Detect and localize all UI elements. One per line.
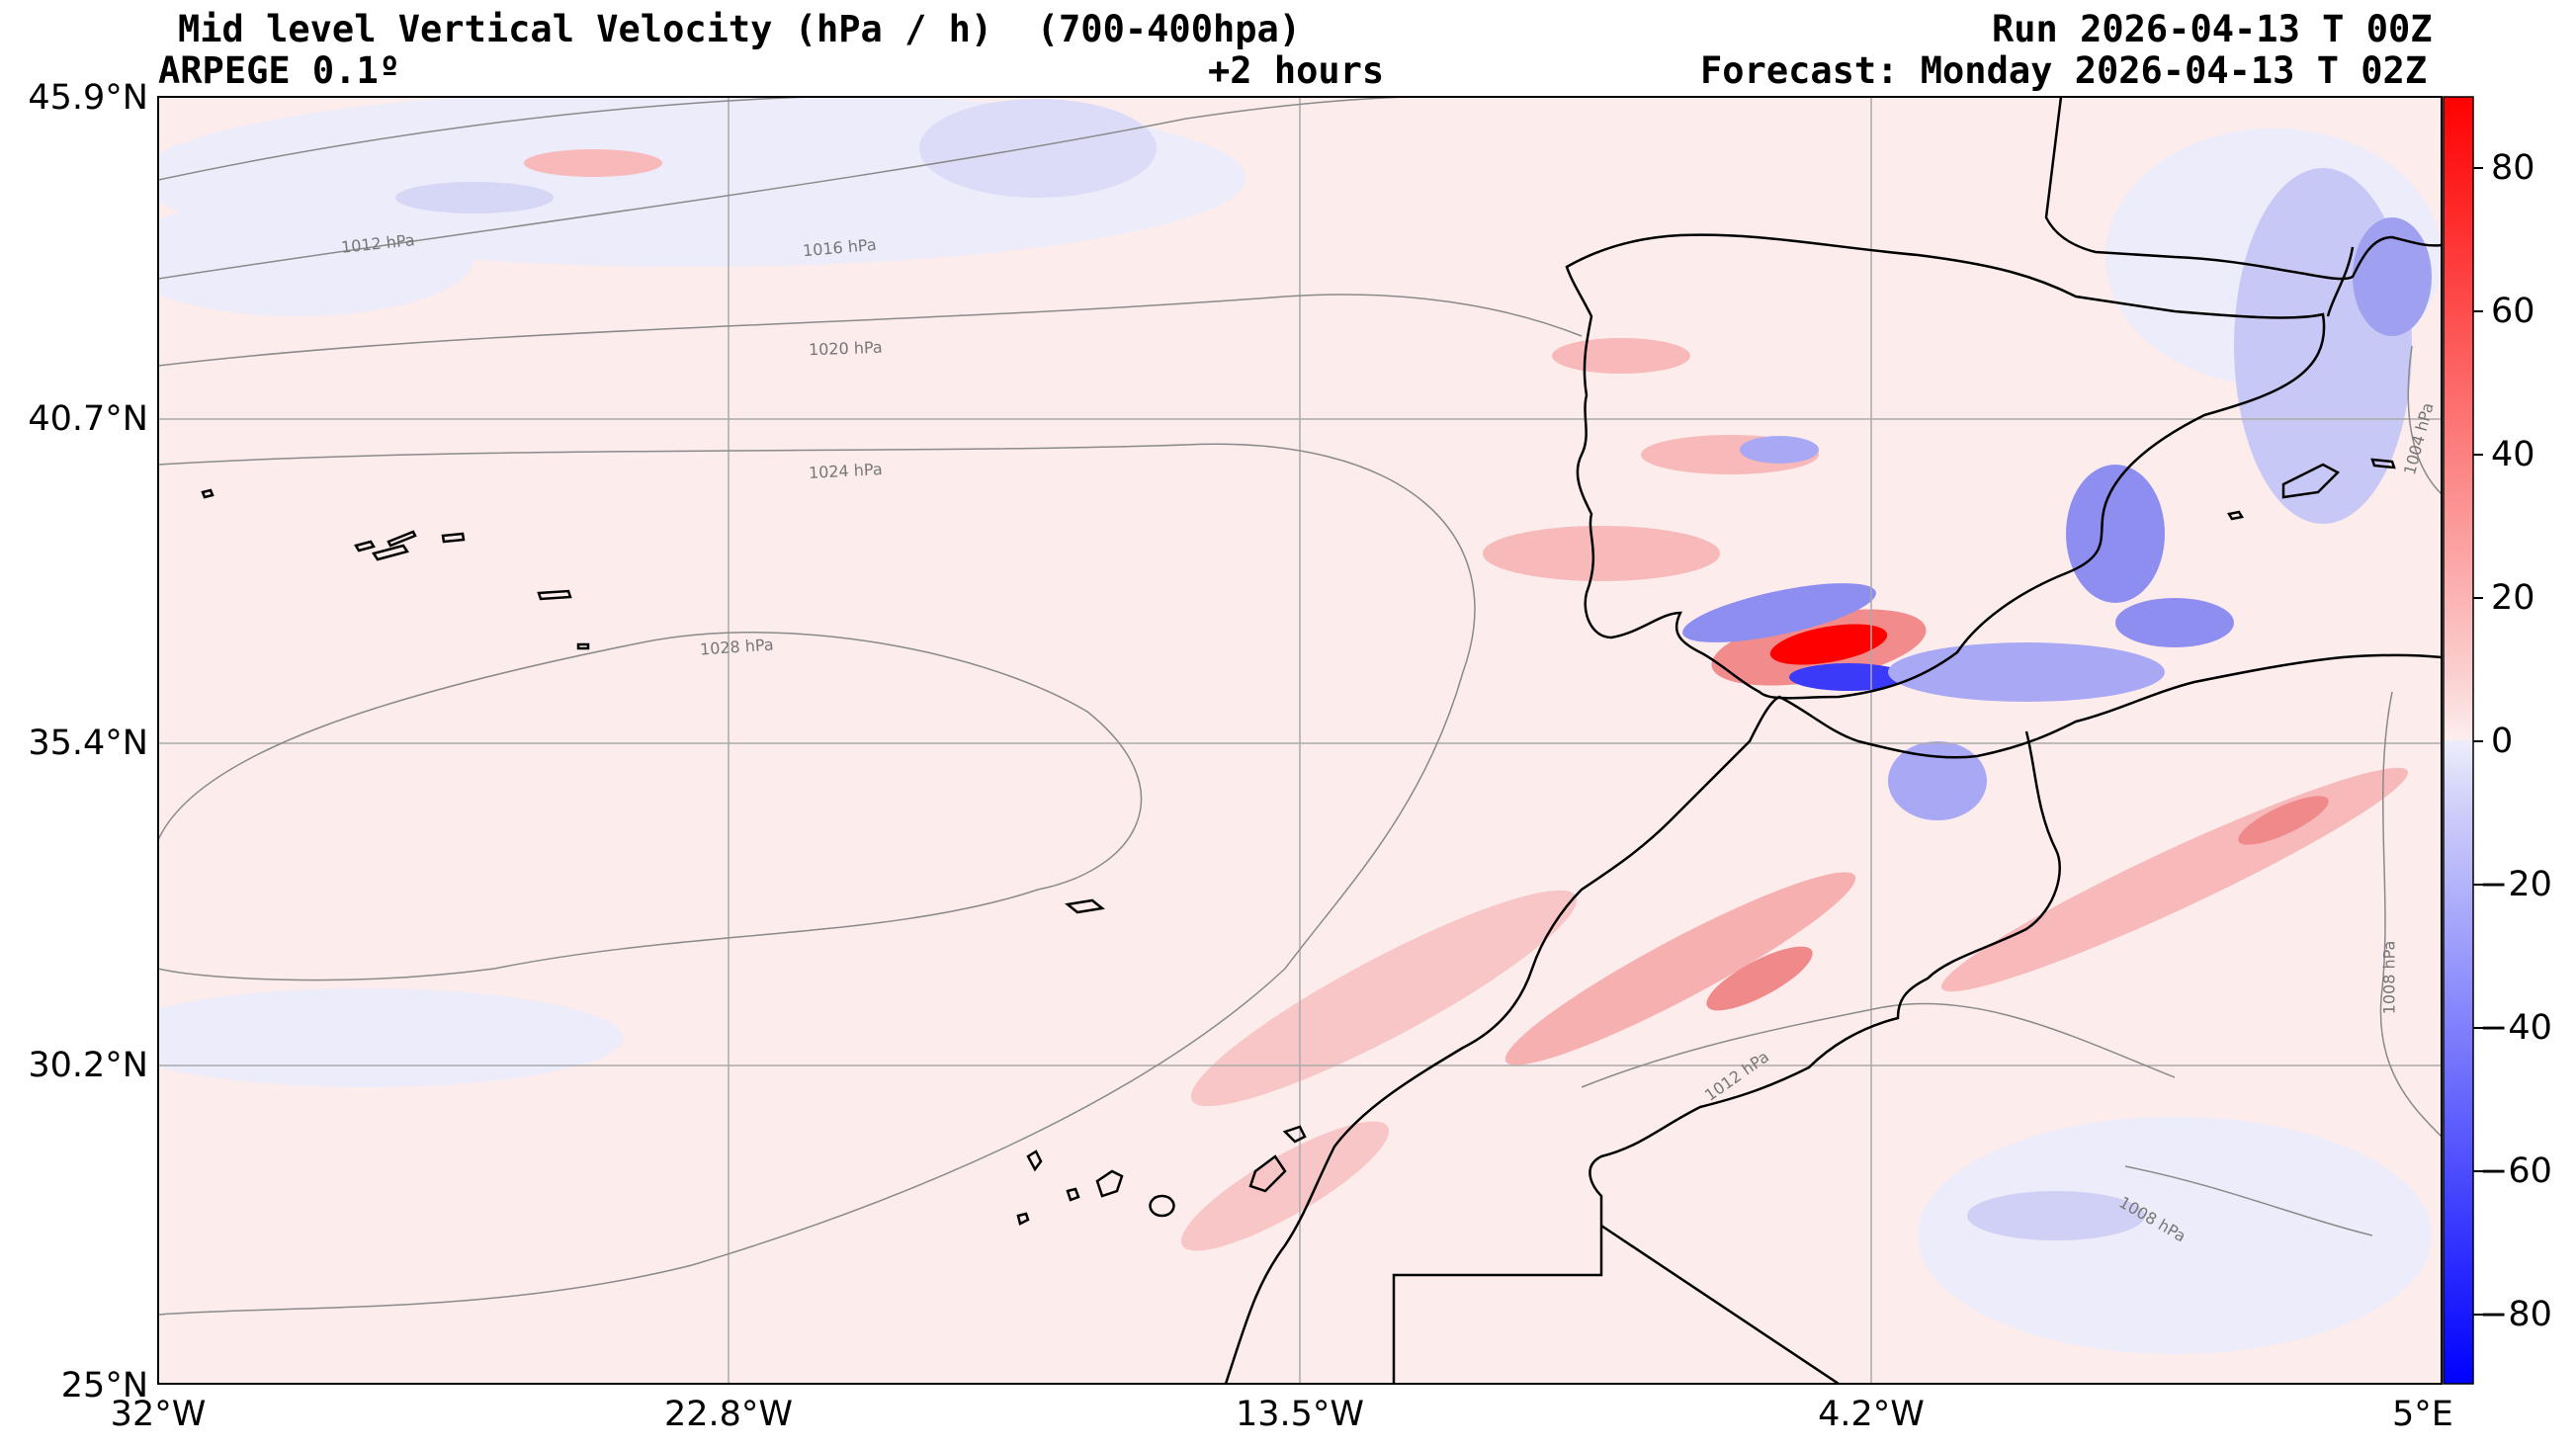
lat-label: 35.4°N — [28, 724, 148, 763]
isobar-label: 1028 hPa — [699, 635, 775, 659]
colorbar-label: −60 — [2479, 1151, 2552, 1191]
lon-label: 13.5°W — [1235, 1395, 1365, 1434]
lead-time: +2 hours — [1208, 49, 1385, 92]
isobars — [158, 97, 2442, 1316]
colorbar-label: 80 — [2491, 148, 2535, 188]
colorbar-label: −20 — [2479, 865, 2552, 904]
lat-label: 45.9°N — [28, 78, 148, 118]
isobar-label: 1008 hPa — [2379, 940, 2399, 1015]
model-name: ARPEGE 0.1º — [158, 49, 401, 92]
colorbar-label: −80 — [2479, 1295, 2552, 1334]
colorbar-label: −40 — [2479, 1008, 2552, 1048]
isobar-label: 1016 hPa — [802, 234, 878, 261]
colorbar-label: 0 — [2491, 722, 2514, 761]
lon-label: 32°W — [110, 1395, 207, 1434]
lat-label: 40.7°N — [28, 399, 148, 439]
forecast-time: Forecast: Monday 2026-04-13 T 02Z — [1700, 49, 2428, 92]
colorbar — [2443, 96, 2483, 1385]
colorbar-label: 60 — [2491, 292, 2535, 331]
colorbar-label: 20 — [2491, 578, 2535, 618]
run-time: Run 2026-04-13 T 00Z — [1992, 8, 2433, 50]
lat-label: 25°N — [60, 1366, 148, 1405]
lon-label: 22.8°W — [663, 1395, 794, 1434]
colorbar-label: 40 — [2491, 435, 2535, 474]
chart-title: Mid level Vertical Velocity (hPa / h) (7… — [178, 8, 1302, 50]
graticule — [158, 97, 2442, 1384]
isobar-label: 1024 hPa — [808, 460, 884, 482]
lon-label: 4.2°W — [1818, 1395, 1925, 1434]
isobar-label: 1012 hPa — [340, 230, 416, 257]
lat-label: 30.2°N — [28, 1046, 148, 1085]
map-frame — [157, 96, 2443, 1385]
velocity-field — [158, 97, 2442, 1384]
isobar-label: 1020 hPa — [808, 337, 883, 360]
coastlines — [201, 97, 2442, 1384]
lon-label: 5°E — [2392, 1395, 2453, 1434]
